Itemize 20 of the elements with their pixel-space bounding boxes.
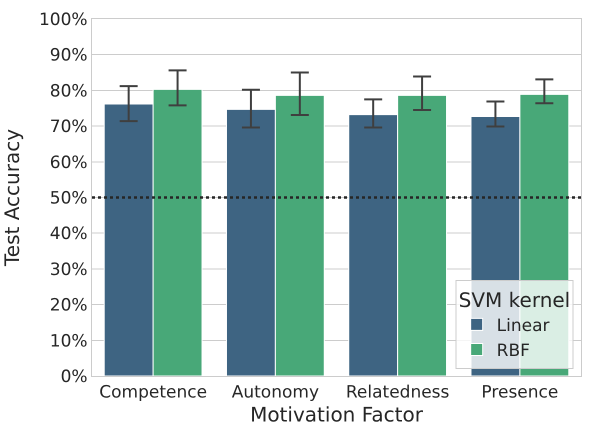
y-tick-label: 50% — [50, 188, 88, 208]
x-tick-label: Autonomy — [232, 382, 320, 402]
legend-title: SVM kernel — [458, 288, 570, 312]
legend-label: Linear — [496, 316, 550, 336]
y-tick-label: 20% — [50, 296, 88, 316]
y-tick-label: 60% — [50, 152, 88, 173]
y-tick-label: 30% — [50, 260, 88, 280]
x-tick-label: Competence — [99, 382, 208, 402]
y-tick-label: 70% — [50, 117, 88, 138]
y-tick-label: 0% — [60, 366, 88, 387]
x-tick-label: Relatedness — [346, 382, 450, 402]
y-tick-label: 10% — [50, 331, 88, 352]
x-tick-label: Presence — [481, 382, 558, 402]
y-tick-label: 100% — [38, 10, 88, 30]
x-axis-title: Motivation Factor — [250, 402, 424, 426]
y-tick-label: 80% — [50, 81, 88, 102]
legend-label: RBF — [496, 341, 530, 362]
y-axis-title: Test Accuracy — [0, 128, 24, 268]
y-tick-label: 90% — [50, 46, 88, 66]
y-tick-label: 40% — [50, 224, 88, 244]
